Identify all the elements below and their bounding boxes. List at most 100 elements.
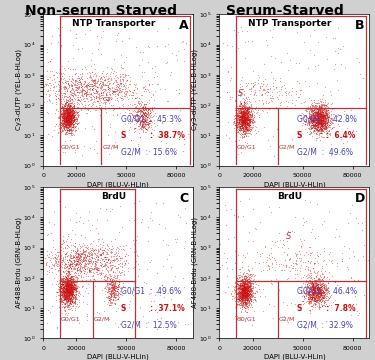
Point	[86, 107, 92, 113]
Point	[143, 101, 149, 107]
Point	[309, 118, 315, 123]
Point	[132, 125, 138, 130]
Point	[312, 293, 318, 298]
Point	[118, 88, 124, 94]
Point	[110, 290, 116, 296]
Point	[244, 291, 250, 297]
Point	[66, 111, 72, 116]
Point	[65, 289, 71, 295]
Point	[318, 111, 324, 116]
Point	[244, 291, 250, 297]
Point	[311, 281, 317, 287]
Point	[306, 107, 312, 112]
Point	[321, 114, 327, 120]
Point	[80, 91, 86, 97]
Point	[70, 118, 76, 124]
Point	[142, 116, 148, 121]
Point	[64, 297, 70, 302]
Point	[235, 316, 241, 321]
Point	[64, 302, 70, 308]
Point	[243, 130, 249, 136]
Point	[70, 285, 76, 291]
Point	[329, 100, 335, 106]
Point	[243, 125, 249, 131]
Point	[246, 276, 252, 282]
Point	[73, 109, 79, 115]
Point	[66, 306, 72, 312]
Point	[324, 120, 330, 126]
Point	[63, 277, 69, 283]
Point	[238, 121, 244, 127]
Point	[236, 301, 242, 307]
Point	[66, 271, 72, 277]
Point	[131, 121, 137, 127]
Point	[233, 109, 239, 114]
Point	[236, 130, 242, 136]
Point	[312, 122, 318, 128]
Point	[72, 262, 78, 268]
Point	[248, 126, 254, 131]
Point	[264, 88, 270, 94]
Point	[316, 288, 322, 293]
Point	[243, 297, 249, 303]
Point	[237, 277, 243, 283]
Point	[69, 110, 75, 116]
Point	[289, 266, 295, 271]
Point	[242, 97, 248, 103]
Point	[314, 286, 320, 292]
Point	[237, 124, 243, 130]
Point	[60, 239, 66, 244]
Point	[63, 289, 69, 294]
Point	[316, 288, 322, 294]
Point	[310, 289, 316, 295]
Point	[62, 122, 68, 127]
Point	[315, 281, 321, 287]
Point	[310, 118, 316, 124]
Point	[143, 126, 149, 132]
Point	[64, 283, 70, 288]
Point	[242, 118, 248, 124]
Point	[68, 275, 74, 280]
Point	[233, 288, 239, 293]
Point	[40, 102, 46, 107]
Point	[314, 117, 320, 122]
Point	[318, 111, 324, 117]
Point	[245, 115, 251, 121]
Point	[244, 289, 250, 295]
Point	[66, 103, 72, 109]
Point	[244, 274, 250, 280]
Point	[75, 274, 81, 280]
Point	[243, 119, 249, 125]
Point	[60, 276, 66, 282]
Point	[318, 105, 324, 111]
Point	[142, 118, 148, 124]
Point	[76, 119, 82, 125]
Point	[334, 113, 340, 119]
X-axis label: DAPI (BLU-V-HLin): DAPI (BLU-V-HLin)	[87, 181, 149, 188]
Point	[297, 265, 303, 271]
Point	[56, 25, 62, 31]
Point	[97, 76, 103, 81]
Point	[224, 207, 230, 213]
Point	[44, 49, 50, 55]
Point	[315, 112, 321, 118]
Point	[312, 106, 318, 112]
Point	[245, 114, 251, 120]
Point	[322, 114, 328, 120]
Point	[301, 252, 307, 258]
Point	[65, 99, 71, 104]
Point	[244, 124, 250, 130]
Point	[316, 115, 322, 121]
Point	[248, 292, 254, 297]
Point	[68, 275, 74, 281]
Point	[243, 109, 249, 115]
Point	[69, 291, 75, 297]
Point	[326, 288, 332, 294]
Point	[319, 117, 325, 123]
Point	[74, 82, 80, 87]
Point	[242, 111, 248, 117]
Point	[241, 275, 247, 281]
Point	[141, 107, 147, 113]
Point	[60, 117, 66, 123]
Point	[313, 120, 319, 126]
